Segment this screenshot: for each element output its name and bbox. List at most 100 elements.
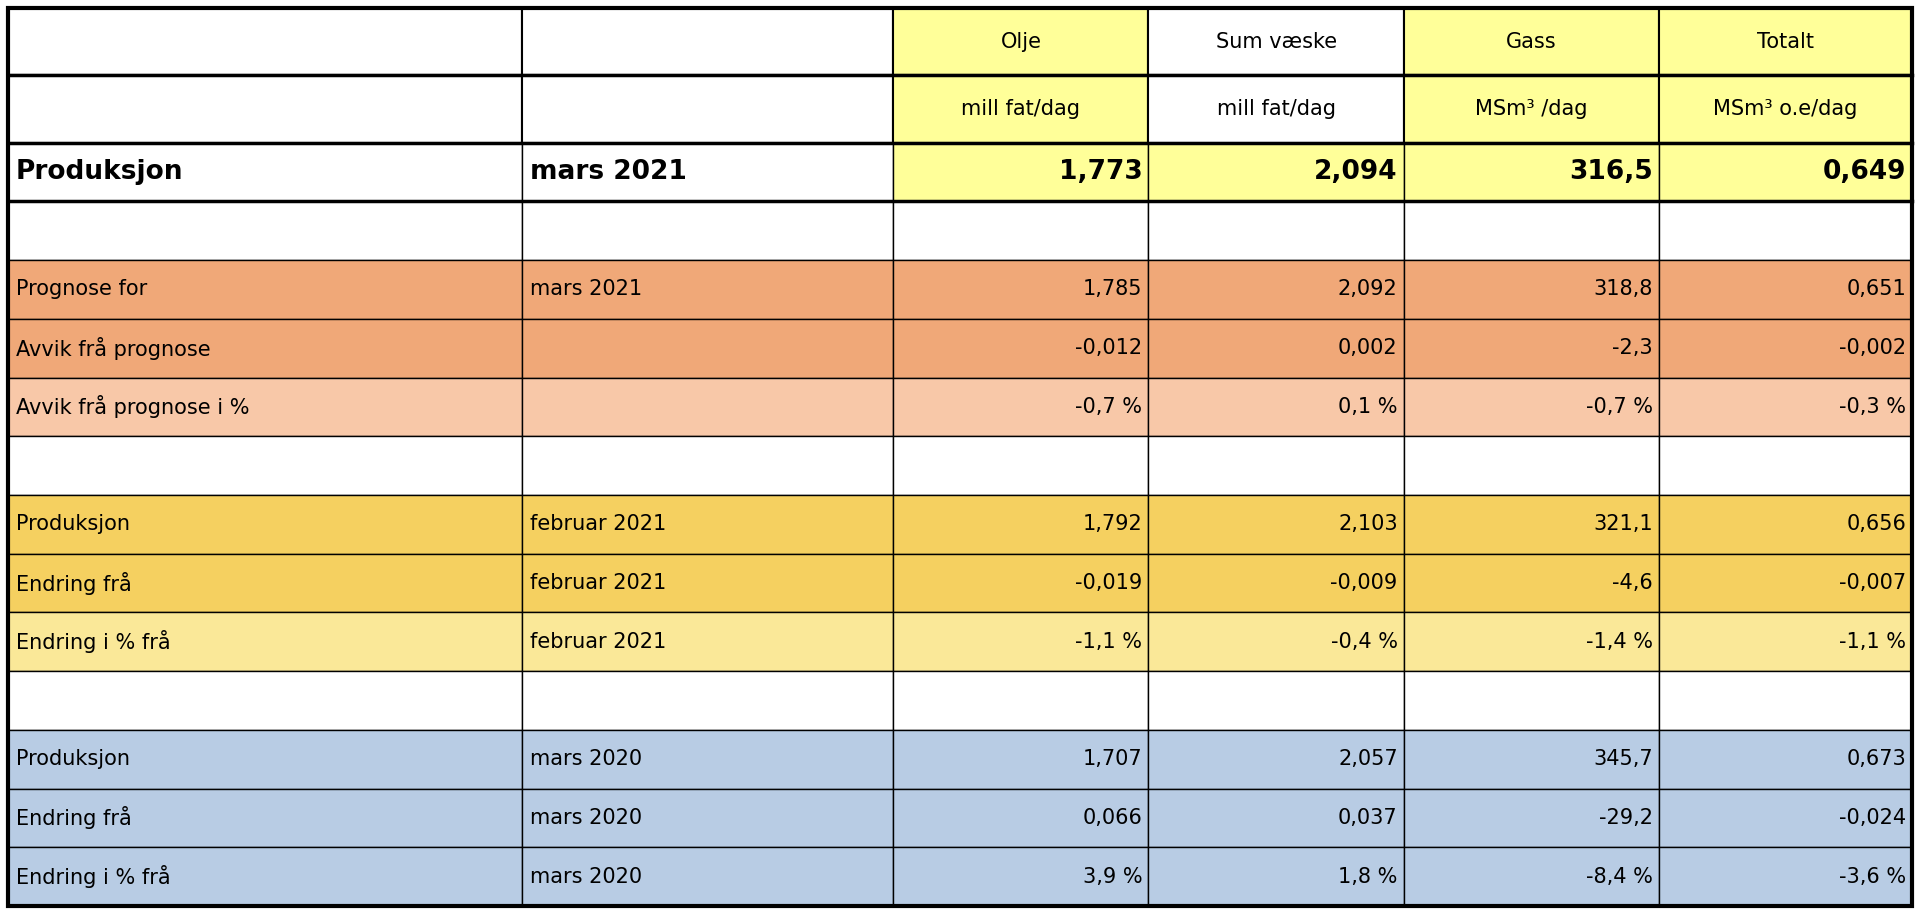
Bar: [8, 143, 522, 201]
Bar: [1148, 260, 1404, 319]
Bar: [8, 847, 522, 906]
Bar: [1659, 554, 1912, 612]
Bar: [1148, 319, 1404, 377]
Text: Produksjon: Produksjon: [15, 749, 131, 770]
Text: 2,103: 2,103: [1338, 515, 1398, 535]
Bar: [1404, 143, 1659, 201]
Text: 2,057: 2,057: [1338, 749, 1398, 770]
Bar: [893, 8, 1148, 75]
Bar: [1659, 319, 1912, 377]
Text: -4,6: -4,6: [1613, 573, 1653, 593]
Text: Endring frå: Endring frå: [15, 806, 132, 829]
Bar: [1404, 201, 1659, 260]
Text: Sum væske: Sum væske: [1215, 32, 1336, 52]
Bar: [893, 436, 1148, 495]
Text: 321,1: 321,1: [1594, 515, 1653, 535]
Text: -0,009: -0,009: [1331, 573, 1398, 593]
Bar: [1404, 75, 1659, 143]
Text: 2,094: 2,094: [1313, 159, 1398, 185]
Bar: [8, 75, 522, 143]
Bar: [893, 554, 1148, 612]
Bar: [1148, 847, 1404, 906]
Text: Avvik frå prognose: Avvik frå prognose: [15, 336, 211, 360]
Bar: [1148, 377, 1404, 436]
Text: mill fat/dag: mill fat/dag: [1217, 99, 1336, 119]
Bar: [1404, 8, 1659, 75]
Text: februar 2021: februar 2021: [530, 515, 666, 535]
Text: MSm³ o.e/dag: MSm³ o.e/dag: [1713, 99, 1857, 119]
Bar: [8, 730, 522, 789]
Text: 0,037: 0,037: [1338, 808, 1398, 828]
Bar: [893, 201, 1148, 260]
Text: 1,785: 1,785: [1083, 280, 1142, 300]
Text: Gass: Gass: [1505, 32, 1557, 52]
Bar: [8, 260, 522, 319]
Text: mars 2020: mars 2020: [530, 749, 641, 770]
Bar: [522, 730, 893, 789]
Bar: [1148, 730, 1404, 789]
Bar: [893, 319, 1148, 377]
Text: -0,7 %: -0,7 %: [1075, 397, 1142, 417]
Text: -0,4 %: -0,4 %: [1331, 632, 1398, 652]
Text: mars 2021: mars 2021: [530, 159, 687, 185]
Text: mars 2020: mars 2020: [530, 808, 641, 828]
Text: Produksjon: Produksjon: [15, 159, 184, 185]
Text: MSm³ /dag: MSm³ /dag: [1475, 99, 1588, 119]
Bar: [1659, 201, 1912, 260]
Text: -0,012: -0,012: [1075, 338, 1142, 358]
Bar: [522, 436, 893, 495]
Text: 3,9 %: 3,9 %: [1083, 866, 1142, 887]
Bar: [522, 671, 893, 730]
Bar: [522, 8, 893, 75]
Bar: [8, 436, 522, 495]
Bar: [893, 730, 1148, 789]
Bar: [893, 143, 1148, 201]
Text: 2,092: 2,092: [1338, 280, 1398, 300]
Text: 0,066: 0,066: [1083, 808, 1142, 828]
Bar: [1404, 612, 1659, 671]
Text: 0,002: 0,002: [1338, 338, 1398, 358]
Text: 0,649: 0,649: [1822, 159, 1907, 185]
Bar: [8, 612, 522, 671]
Bar: [1659, 612, 1912, 671]
Text: 0,1 %: 0,1 %: [1338, 397, 1398, 417]
Bar: [1404, 377, 1659, 436]
Text: mill fat/dag: mill fat/dag: [962, 99, 1081, 119]
Bar: [1148, 789, 1404, 847]
Bar: [1148, 8, 1404, 75]
Bar: [8, 671, 522, 730]
Bar: [1148, 554, 1404, 612]
Bar: [522, 847, 893, 906]
Bar: [1148, 495, 1404, 554]
Text: -0,024: -0,024: [1839, 808, 1907, 828]
Text: Prognose for: Prognose for: [15, 280, 148, 300]
Bar: [1659, 671, 1912, 730]
Bar: [1404, 319, 1659, 377]
Bar: [1404, 260, 1659, 319]
Text: -0,007: -0,007: [1839, 573, 1907, 593]
Bar: [1659, 8, 1912, 75]
Bar: [1148, 201, 1404, 260]
Bar: [522, 319, 893, 377]
Bar: [1659, 495, 1912, 554]
Text: 1,707: 1,707: [1083, 749, 1142, 770]
Text: februar 2021: februar 2021: [530, 632, 666, 652]
Text: -1,1 %: -1,1 %: [1839, 632, 1907, 652]
Bar: [1148, 143, 1404, 201]
Text: 0,651: 0,651: [1847, 280, 1907, 300]
Bar: [8, 495, 522, 554]
Bar: [8, 377, 522, 436]
Bar: [522, 377, 893, 436]
Bar: [1659, 260, 1912, 319]
Text: -0,3 %: -0,3 %: [1839, 397, 1907, 417]
Text: februar 2021: februar 2021: [530, 573, 666, 593]
Bar: [1659, 847, 1912, 906]
Bar: [8, 789, 522, 847]
Bar: [1404, 554, 1659, 612]
Bar: [893, 789, 1148, 847]
Bar: [1404, 847, 1659, 906]
Bar: [893, 75, 1148, 143]
Bar: [1659, 436, 1912, 495]
Text: Avvik frå prognose i %: Avvik frå prognose i %: [15, 396, 250, 419]
Text: -8,4 %: -8,4 %: [1586, 866, 1653, 887]
